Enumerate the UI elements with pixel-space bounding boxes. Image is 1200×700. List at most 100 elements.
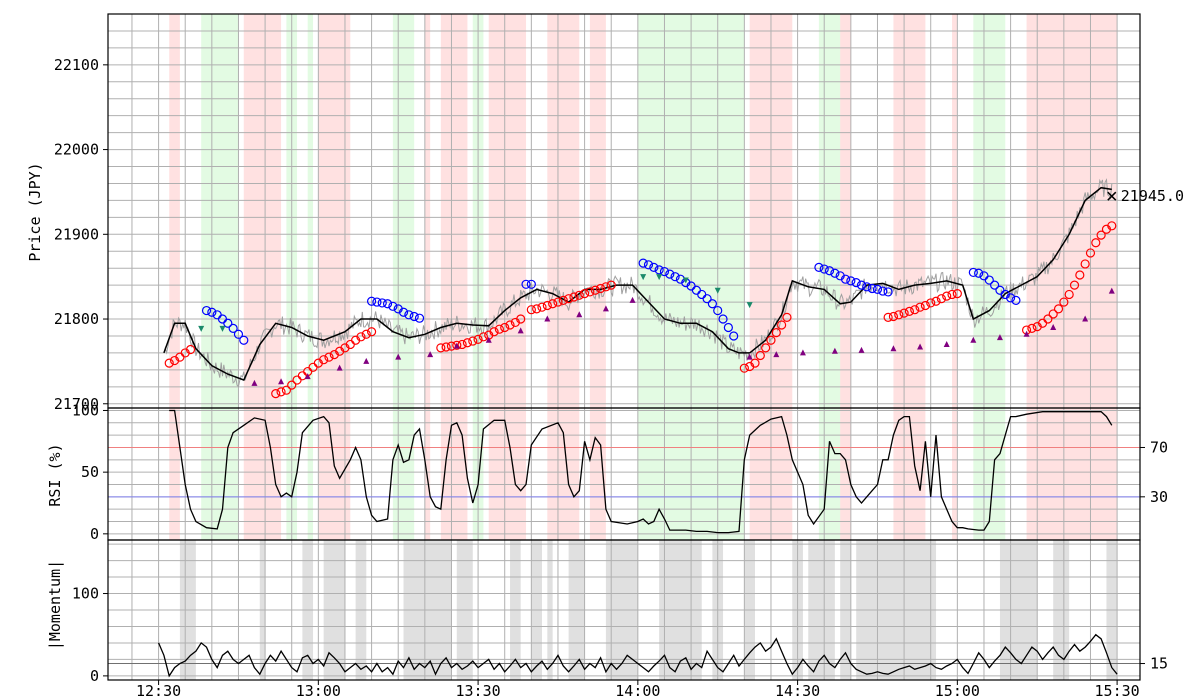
rsi-y-tick-label: 50 — [81, 463, 99, 481]
price-axis-title: Price (JPY) — [26, 162, 44, 261]
support-triangle-marker — [917, 343, 924, 350]
long-stop-marker — [436, 343, 446, 353]
long-stop-marker — [564, 294, 574, 304]
long-stop-marker — [595, 283, 606, 294]
long-stop-marker — [1064, 289, 1074, 300]
sell-regime-band — [488, 408, 527, 540]
short-stop-marker — [1006, 293, 1016, 303]
short-stop-marker — [382, 299, 393, 309]
short-stop-marker — [1011, 295, 1021, 305]
short-stop-marker — [654, 265, 664, 275]
buy-regime-band — [818, 408, 841, 540]
long-stop-marker — [606, 280, 616, 290]
rsi-right-tick-label: 30 — [1150, 488, 1168, 506]
short-stop-marker — [643, 260, 654, 270]
sell-regime-band — [952, 14, 958, 408]
long-stop-marker — [739, 363, 749, 373]
long-stop-marker — [931, 296, 941, 306]
rsi-right-tick-label: 70 — [1150, 438, 1168, 456]
short-stop-marker — [867, 283, 877, 294]
x-tick-label: 14:00 — [615, 682, 660, 700]
long-stop-marker — [761, 343, 771, 353]
support-triangle-marker — [304, 373, 311, 380]
short-stop-marker — [862, 282, 872, 292]
short-stop-marker — [366, 296, 377, 306]
short-stop-marker — [883, 287, 893, 297]
buy-regime-band — [307, 408, 314, 540]
long-stop-marker — [1080, 259, 1090, 269]
long-stop-marker — [894, 310, 904, 320]
support-triangle-marker — [1108, 287, 1115, 294]
momentum-axis-title: |Momentum| — [46, 560, 64, 650]
x-tick-label: 15:30 — [1095, 682, 1140, 700]
long-stop-marker — [1075, 270, 1085, 280]
long-stop-marker — [777, 320, 787, 330]
support-triangle-marker — [1050, 324, 1057, 331]
long-stop-marker — [574, 290, 584, 300]
support-triangle-marker — [890, 345, 897, 352]
sell-regime-band — [952, 408, 958, 540]
short-stop-marker — [398, 307, 409, 317]
support-triangle-marker — [427, 351, 434, 358]
long-stop-marker — [590, 285, 600, 295]
support-triangle-marker — [970, 336, 977, 343]
x-tick-label: 13:00 — [296, 682, 341, 700]
resistance-triangle-marker — [219, 325, 226, 332]
price-y-tick-label: 22000 — [54, 141, 99, 159]
long-stop-marker — [276, 387, 286, 397]
short-stop-marker — [846, 276, 856, 286]
support-triangle-marker — [395, 353, 402, 360]
short-stop-marker — [228, 323, 238, 333]
long-stop-marker — [936, 294, 946, 304]
short-stop-marker — [223, 318, 233, 328]
long-stop-marker — [899, 308, 909, 318]
sell-regime-band — [893, 408, 926, 540]
rsi-axis-title: RSI (%) — [46, 443, 64, 506]
short-stop-marker — [830, 268, 840, 278]
buy-regime-band — [392, 408, 415, 540]
long-stop-marker — [558, 295, 568, 305]
sell-regime-band — [318, 408, 351, 540]
long-stop-marker — [356, 332, 366, 342]
long-stop-marker — [888, 311, 899, 322]
long-stop-marker — [324, 352, 334, 362]
long-stop-marker — [579, 289, 590, 299]
short-stop-marker — [990, 280, 1000, 290]
long-stop-marker — [1027, 323, 1037, 333]
short-stop-marker — [409, 311, 419, 322]
long-stop-marker — [601, 282, 611, 292]
long-stop-marker — [319, 355, 329, 365]
price-y-tick-label: 21700 — [54, 395, 99, 413]
long-stop-marker — [1085, 248, 1096, 258]
long-stop-marker — [542, 300, 552, 311]
momentum-y-tick-label: 100 — [72, 585, 99, 603]
long-stop-marker — [185, 344, 196, 355]
long-stop-marker — [926, 298, 936, 308]
support-triangle-marker — [1082, 315, 1089, 322]
long-stop-marker — [287, 380, 297, 390]
long-stop-marker — [1059, 297, 1069, 307]
long-stop-marker — [920, 300, 930, 311]
series-layer — [108, 178, 1140, 678]
price-y-tick-label: 21900 — [54, 225, 99, 243]
long-stop-marker — [952, 289, 962, 299]
sell-regime-band — [1026, 14, 1118, 408]
buy-regime-band — [392, 14, 415, 408]
x-tick-label: 13:30 — [456, 682, 501, 700]
long-stop-marker — [585, 287, 595, 297]
long-stop-marker — [771, 327, 781, 338]
long-stop-marker — [553, 297, 563, 307]
long-stop-marker — [478, 332, 489, 342]
resistance-triangle-marker — [714, 287, 721, 294]
long-stop-marker — [755, 350, 765, 361]
short-stop-marker — [729, 331, 739, 341]
long-stop-marker — [883, 312, 893, 322]
long-stop-marker — [271, 388, 281, 399]
support-triangle-marker — [576, 311, 583, 318]
long-stop-marker — [457, 339, 467, 350]
smoothed-price-line — [163, 186, 1112, 381]
resistance-triangle-marker — [656, 274, 663, 281]
short-stop-marker — [872, 284, 883, 294]
long-stop-marker — [366, 327, 377, 337]
short-stop-marker — [404, 310, 414, 320]
